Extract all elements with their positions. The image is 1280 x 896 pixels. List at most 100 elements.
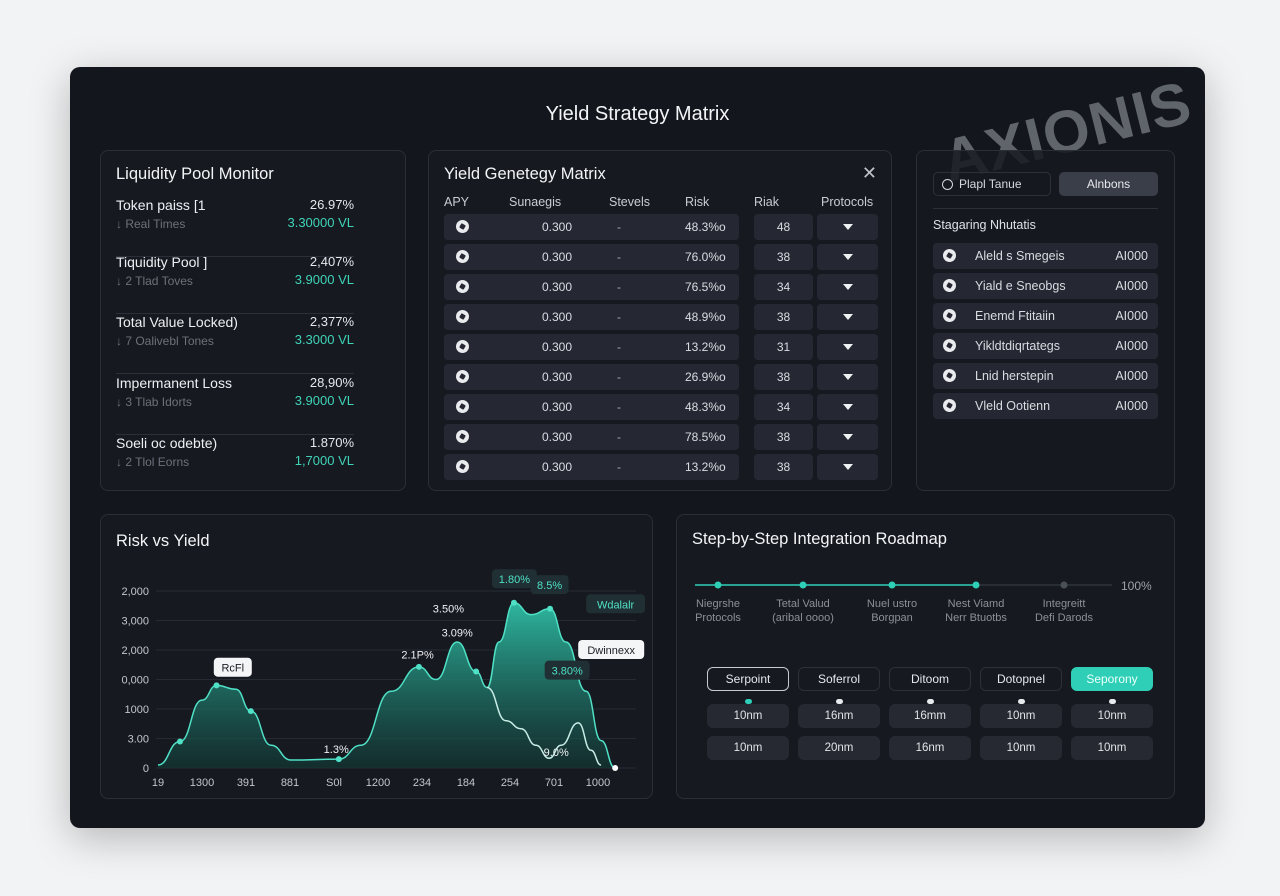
timeline-step-dot[interactable] [888,581,896,589]
risk-value: 76.0%o [685,250,726,264]
timeline-step-dot[interactable] [714,581,722,589]
pool-row[interactable]: Soeli oc odebte) ↓ 2 Tlol Eorns 1.870% 1,70… [116,435,354,495]
pool-row[interactable]: Tiquidity Pool ] ↓ 2 Tlad Toves 2,407% 3.90… [116,254,354,314]
roadmap-cell[interactable]: 10nm [707,736,789,760]
data-point[interactable] [547,605,554,612]
strategy-list-item[interactable]: Aleld s Smegeis AI000 [933,243,1158,269]
connector-dot [1018,699,1025,704]
protocol-dropdown[interactable] [817,244,878,270]
caret-down-icon [842,374,853,380]
roadmap-tab[interactable]: Serpoint [707,667,789,691]
caret-down-icon [842,344,853,350]
data-point[interactable] [415,663,422,670]
protocol-dropdown[interactable] [817,214,878,240]
table-row[interactable]: 0.300 - 48.3%o 34 [444,394,878,420]
data-point[interactable] [213,682,220,689]
table-row[interactable]: 0.300 - 13.2%o 31 [444,334,878,360]
roadmap-tab[interactable]: Ditoom [889,667,971,691]
table-row[interactable]: 0.300 - 48.9%o 38 [444,304,878,330]
column-header[interactable]: Protocols [821,195,874,209]
table-row[interactable]: 0.300 - 78.5%o 38 [444,424,878,450]
risk-value: 78.5%o [685,430,726,444]
data-point[interactable] [247,708,254,715]
protocol-dropdown[interactable] [817,274,878,300]
protocol-dropdown[interactable] [817,334,878,360]
table-row[interactable]: 0.300 - 13.2%o 38 [444,454,878,480]
strategy-list-item[interactable]: Yikldtdiqrtategs AI000 [933,333,1158,359]
column-header[interactable]: Riak [754,195,780,209]
roadmap-cell[interactable]: 10nm [707,704,789,728]
column-header[interactable]: Stevels [609,195,650,209]
filter-button[interactable]: Plapl Tanue [933,172,1051,196]
table-row[interactable]: 0.300 - 48.3%o 48 [444,214,878,240]
protocol-dropdown[interactable] [817,424,878,450]
x-tick-label: 391 [237,777,255,789]
strategy-cell: 0.300 - 13.2%o [444,334,739,360]
pool-row[interactable]: Total Value Locked) ↓ 7 Oalivebl Tones 2,3… [116,314,354,374]
connector-dot [745,699,752,704]
chart-title: Risk vs Yield [116,532,210,550]
roadmap-cell[interactable]: 10nm [980,704,1062,728]
column-header[interactable]: Sunaegis [509,195,562,209]
caret-down-icon [842,404,853,410]
data-point[interactable] [473,668,480,675]
data-point[interactable] [335,756,342,763]
pool-row[interactable]: Token paiss [1 ↓ Real Times 26.97% 3.30000 … [116,197,354,257]
strategy-list-item[interactable]: Vleld Ootienn AI000 [933,393,1158,419]
token-icon [456,340,469,353]
roadmap-tab[interactable]: Seporony [1071,667,1153,691]
data-point[interactable] [612,765,619,771]
stevels-value: - [617,310,621,324]
roadmap-cell[interactable]: 10nm [1071,704,1153,728]
annotation-label: 1.3% [324,744,349,756]
roadmap-cell[interactable]: 20nm [798,736,880,760]
actions-button[interactable]: Alnbons [1059,172,1158,196]
protocol-dropdown[interactable] [817,304,878,330]
table-row[interactable]: 0.300 - 26.9%o 38 [444,364,878,390]
roadmap-tab[interactable]: Dotopnel [980,667,1062,691]
step-label-line2: Nerr Btuotbs [945,612,1007,624]
close-icon[interactable]: ✕ [861,163,877,183]
pool-pct: 28,90% [309,375,354,390]
strategy-list-item[interactable]: Yiald e Sneobgs AI000 [933,273,1158,299]
data-point[interactable] [510,599,517,606]
roadmap-cell[interactable]: 16nm [798,704,880,728]
roadmap-tab[interactable]: Soferrol [798,667,880,691]
annotation-label: 2.1P% [401,649,434,661]
token-icon [943,279,956,292]
apy-value: 0.300 [542,400,573,414]
step-label-line2: (aribal oooo) [772,612,834,624]
roadmap-cell[interactable]: 10nm [1071,736,1153,760]
pool-pct: 26.97% [309,197,354,212]
timeline-step-dot[interactable] [799,581,807,589]
timeline-step-dot[interactable] [1060,581,1068,589]
strategy-cell: 0.300 - 48.3%o [444,394,739,420]
data-point[interactable] [177,738,183,745]
clock-icon [942,178,953,190]
apy-value: 0.300 [542,460,573,474]
riak-value: 48 [754,214,813,240]
apy-value: 0.300 [542,310,573,324]
strategy-list-item[interactable]: Lnid herstepin AI000 [933,363,1158,389]
roadmap-cell[interactable]: 16nm [889,736,971,760]
pool-row[interactable]: Impermanent Loss ↓ 3 Tlab Idorts 28,90% 3.9… [116,375,354,435]
roadmap-cell[interactable]: 16mm [889,704,971,728]
table-row[interactable]: 0.300 - 76.0%o 38 [444,244,878,270]
column-header[interactable]: Risk [685,195,710,209]
pool-name: Impermanent Loss [116,375,232,391]
token-icon [456,280,469,293]
column-header[interactable]: APY [444,195,470,209]
strategy-list-item[interactable]: Enemd Ftitaiin AI000 [933,303,1158,329]
token-icon [456,220,469,233]
step-label-line2: Borgpan [871,612,913,624]
x-tick-label: 701 [545,777,563,789]
timeline-step-dot[interactable] [972,581,980,589]
table-row[interactable]: 0.300 - 76.5%o 34 [444,274,878,300]
timeline-step-label: Nuel ustro Borgpan [842,597,942,625]
roadmap-timeline [695,581,1112,589]
protocol-dropdown[interactable] [817,394,878,420]
series-area [158,602,616,768]
roadmap-cell[interactable]: 10nm [980,736,1062,760]
protocol-dropdown[interactable] [817,364,878,390]
protocol-dropdown[interactable] [817,454,878,480]
